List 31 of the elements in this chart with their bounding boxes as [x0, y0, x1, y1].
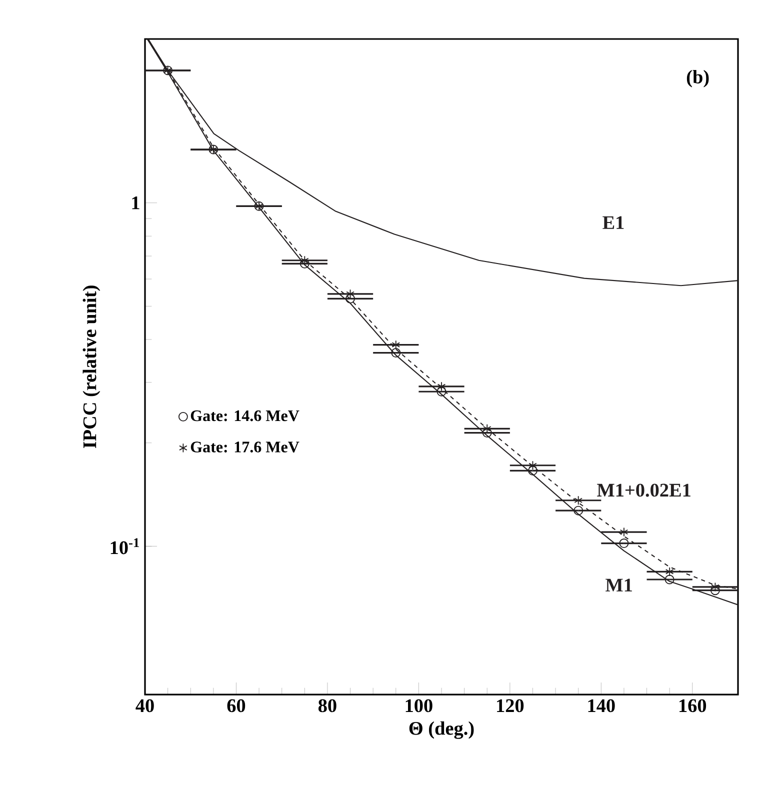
point — [665, 566, 674, 576]
point — [664, 574, 674, 584]
annotation: (b) — [686, 70, 709, 88]
point — [300, 258, 310, 268]
series-label: M1 — [606, 578, 632, 592]
x-tick-label: 40 — [136, 699, 154, 712]
y-tick-label: 10$^{-1}$ — [110, 538, 139, 554]
point — [436, 386, 446, 396]
point — [574, 496, 583, 506]
point — [620, 527, 628, 537]
legend-label: Gate: 17.6 MeV — [190, 442, 300, 452]
point — [574, 506, 584, 516]
point — [391, 348, 401, 358]
x-tick-label: 140 — [588, 699, 615, 712]
point — [482, 428, 492, 438]
point — [528, 466, 538, 476]
x-tick-label: 100 — [406, 699, 432, 712]
point — [346, 294, 356, 304]
y-tick-label: 1 — [132, 196, 140, 210]
y-axis-title: IPCC (relative unit) — [82, 286, 100, 448]
legend-label: Gate: 14.6 MeV — [190, 410, 300, 422]
point — [392, 340, 400, 350]
x-tick-label: 60 — [227, 699, 246, 712]
x-tick-label: 80 — [318, 699, 336, 712]
text: E1 — [602, 216, 624, 229]
x-tick-label: 120 — [497, 699, 524, 712]
point — [619, 538, 629, 548]
x-tick-label: 160 — [680, 699, 706, 712]
point — [710, 586, 720, 596]
series-label: M1+0.02E1 — [597, 484, 690, 497]
x-axis-title: Θ (deg.) — [409, 721, 474, 739]
